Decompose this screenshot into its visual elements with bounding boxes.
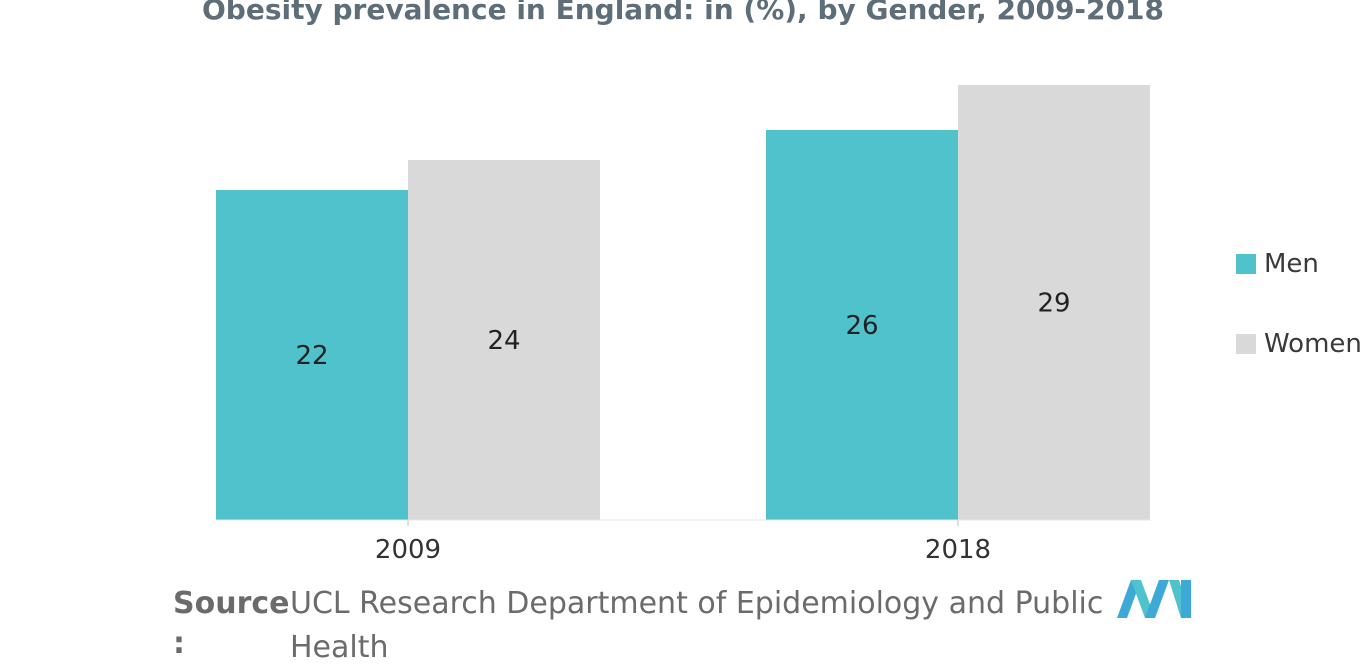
x-tick-label-2009: 2009 [375, 535, 441, 565]
source-text: UCL Research Department of Epidemiology … [290, 586, 1104, 665]
legend-item-men[interactable]: Men [1236, 249, 1366, 279]
data-label-men-2018: 26 [845, 311, 878, 341]
legend-swatch-women [1236, 334, 1256, 354]
legend-label-men: Men [1264, 249, 1319, 279]
x-tick-label-2018: 2018 [925, 535, 991, 565]
bar-men-2009 [216, 190, 408, 520]
bar-men-2018 [766, 130, 958, 520]
mordor-logo-icon [1117, 580, 1191, 618]
bar-women-2018 [958, 85, 1150, 520]
data-label-women-2018: 29 [1037, 289, 1070, 319]
legend-item-women[interactable]: Women [1236, 329, 1366, 359]
data-label-women-2009: 24 [487, 326, 520, 356]
source-label: Source [173, 586, 290, 621]
chart-title: Obesity prevalence in England: in (%), b… [202, 0, 1164, 26]
source-note: Source : UCL Research Department of Epid… [173, 582, 1113, 665]
data-label-men-2009: 22 [295, 341, 328, 371]
bar-women-2009 [408, 160, 600, 520]
legend-swatch-men [1236, 254, 1256, 274]
legend-label-women: Women [1264, 329, 1362, 359]
source-colon: : [173, 626, 185, 661]
bar-chart: 22 24 2009 26 29 2018 [216, 85, 1151, 565]
